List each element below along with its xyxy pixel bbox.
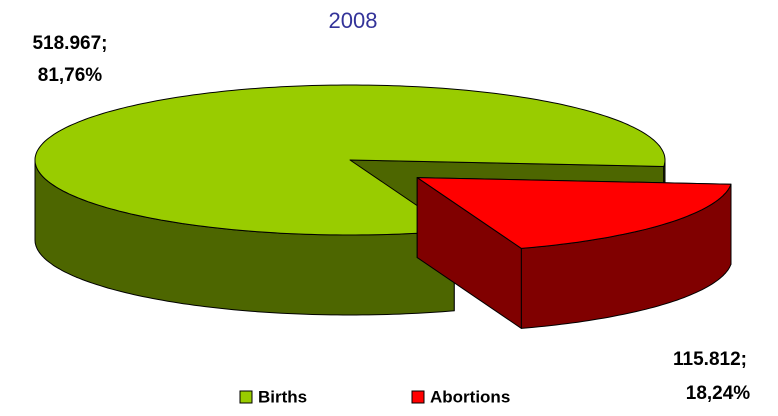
data-label: 115.812; xyxy=(673,349,747,370)
slice xyxy=(416,177,732,329)
slice-top xyxy=(416,177,732,249)
legend-label: Abortions xyxy=(430,387,510,406)
slice-top xyxy=(34,84,666,236)
legend-label: Births xyxy=(258,387,307,406)
data-label: 18,24% xyxy=(686,383,751,404)
data-label: 81,76% xyxy=(38,65,103,86)
legend-swatch xyxy=(411,390,425,404)
legend-swatch xyxy=(239,390,253,404)
data-label: 518.967; xyxy=(32,33,107,54)
chart-title: 2008 xyxy=(329,8,378,33)
